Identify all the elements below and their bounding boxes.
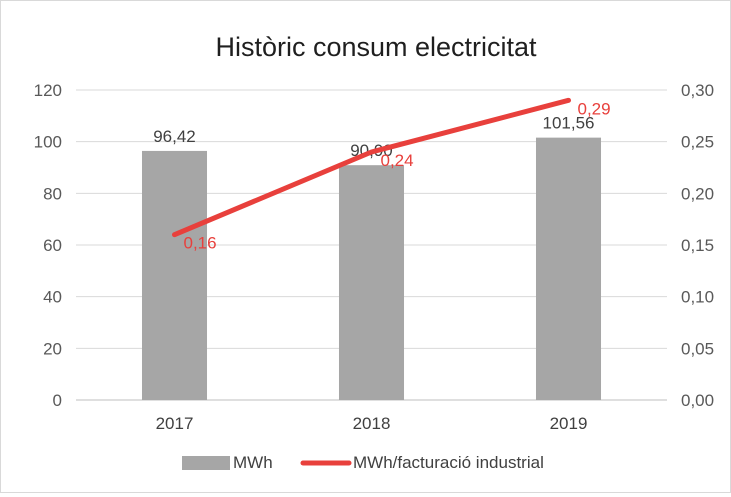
line-data-label: 0,24 xyxy=(381,151,414,170)
left-axis-tick-label: 20 xyxy=(43,339,62,358)
right-axis-ticks: 0,00 0,05 0,10 0,15 0,20 0,25 0,30 xyxy=(681,81,714,410)
left-axis-tick-label: 60 xyxy=(43,236,62,255)
bar-series xyxy=(141,137,602,401)
right-axis-tick-label: 0,00 xyxy=(681,391,714,410)
line-data-label: 0,29 xyxy=(578,99,611,118)
x-axis-tick-label: 2019 xyxy=(550,414,588,433)
chart-title: Històric consum electricitat xyxy=(215,32,537,62)
bar-data-label: 101,56 xyxy=(543,114,595,133)
left-axis-tick-label: 120 xyxy=(34,81,62,100)
line-data-label: 0,16 xyxy=(184,234,217,253)
x-axis-ticks: 2017 2018 2019 xyxy=(156,414,588,433)
series-line xyxy=(172,97,571,238)
left-axis-ticks: 0 20 40 60 80 100 120 xyxy=(34,81,62,410)
legend-swatch-bar xyxy=(182,456,230,470)
bar-data-label: 96,42 xyxy=(153,127,196,146)
line-series xyxy=(172,97,571,238)
bar xyxy=(338,165,405,400)
left-axis-tick-label: 100 xyxy=(34,133,62,152)
right-axis-tick-label: 0,30 xyxy=(681,81,714,100)
right-axis-tick-label: 0,15 xyxy=(681,236,714,255)
right-axis-tick-label: 0,20 xyxy=(681,184,714,203)
left-axis-tick-label: 40 xyxy=(43,288,62,307)
legend-label: MWh xyxy=(233,453,273,472)
left-axis-tick-label: 0 xyxy=(53,391,62,410)
left-axis-tick-label: 80 xyxy=(43,184,62,203)
legend: MWh MWh/facturació industrial xyxy=(182,453,544,472)
legend-label: MWh/facturació industrial xyxy=(353,453,544,472)
right-axis-tick-label: 0,05 xyxy=(681,339,714,358)
x-axis-tick-label: 2018 xyxy=(353,414,391,433)
bar xyxy=(535,137,602,401)
right-axis-tick-label: 0,25 xyxy=(681,133,714,152)
x-axis-tick-label: 2017 xyxy=(156,414,194,433)
right-axis-tick-label: 0,10 xyxy=(681,288,714,307)
line-data-labels: 0,16 0,24 0,29 xyxy=(184,99,611,252)
bar xyxy=(141,150,208,400)
